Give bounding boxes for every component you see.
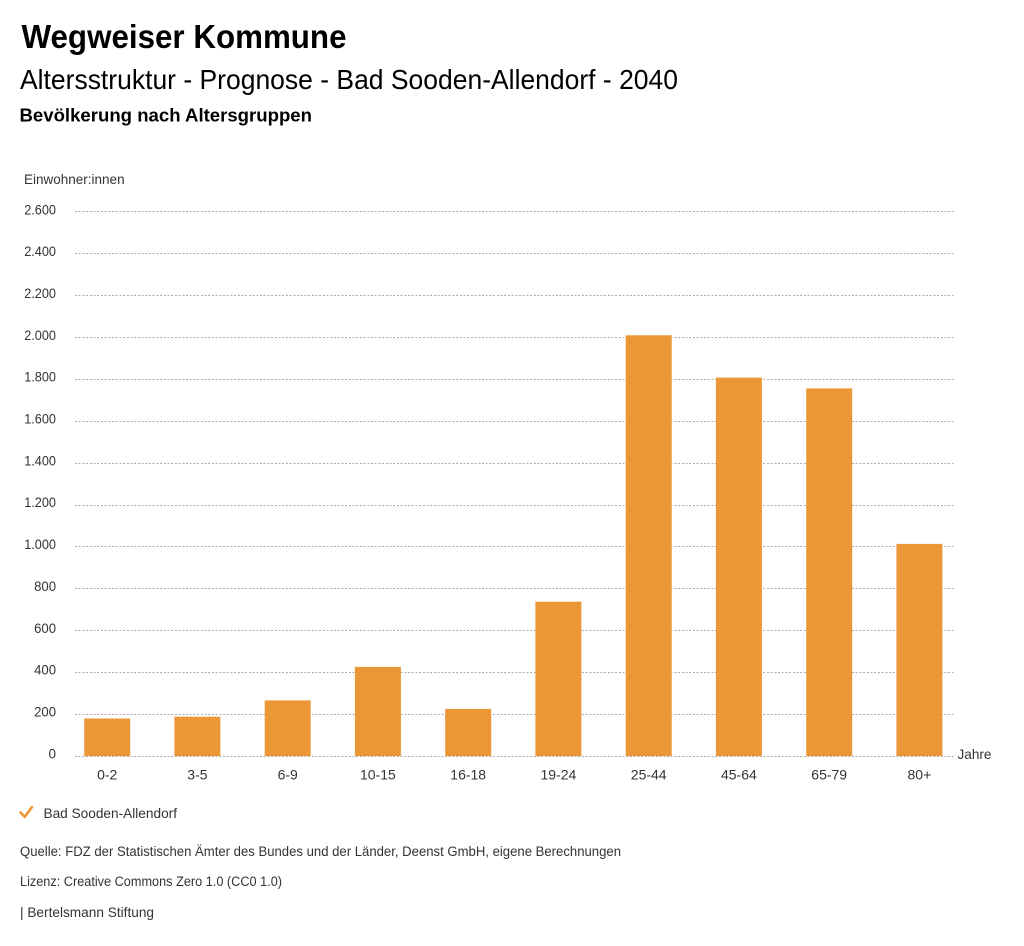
svg-text:Wegweiser Kommune: Wegweiser Kommune [22, 18, 347, 55]
svg-text:2.600: 2.600 [24, 201, 56, 217]
svg-text:0-2: 0-2 [97, 767, 117, 783]
svg-text:Quelle: FDZ der Statistischen: Quelle: FDZ der Statistischen Ämter des … [20, 844, 621, 859]
svg-text:19-24: 19-24 [540, 767, 576, 783]
svg-text:Bevölkerung nach Altersgruppen: Bevölkerung nach Altersgruppen [20, 104, 313, 125]
svg-text:Einwohner:innen: Einwohner:innen [24, 172, 125, 187]
svg-text:Lizenz: Creative Commons Zero: Lizenz: Creative Commons Zero 1.0 (CC0 1… [20, 874, 282, 889]
svg-text:0: 0 [49, 745, 57, 761]
svg-text:10-15: 10-15 [360, 767, 396, 783]
svg-text:16-18: 16-18 [450, 767, 486, 783]
svg-text:1.600: 1.600 [24, 411, 56, 427]
svg-text:Jahre: Jahre [958, 746, 992, 762]
svg-text:200: 200 [34, 704, 56, 720]
svg-text:45-64: 45-64 [721, 767, 757, 783]
svg-text:Altersstruktur - Prognose - Ba: Altersstruktur - Prognose - Bad Sooden-A… [20, 64, 678, 95]
svg-text:| Bertelsmann Stiftung: | Bertelsmann Stiftung [20, 904, 154, 920]
svg-text:3-5: 3-5 [187, 767, 207, 783]
svg-text:2.000: 2.000 [24, 327, 56, 343]
svg-text:1.000: 1.000 [24, 536, 56, 552]
svg-text:1.400: 1.400 [24, 452, 56, 468]
svg-text:1.800: 1.800 [24, 369, 56, 385]
svg-text:25-44: 25-44 [631, 767, 667, 783]
svg-text:65-79: 65-79 [811, 767, 847, 783]
svg-text:6-9: 6-9 [278, 767, 298, 783]
svg-text:2.400: 2.400 [24, 243, 56, 259]
svg-text:80+: 80+ [908, 767, 932, 783]
svg-text:400: 400 [34, 662, 56, 678]
svg-text:Bad Sooden-Allendorf: Bad Sooden-Allendorf [44, 805, 178, 821]
svg-text:1.200: 1.200 [24, 494, 56, 510]
svg-text:800: 800 [34, 578, 56, 594]
svg-text:600: 600 [34, 620, 56, 636]
svg-text:2.200: 2.200 [24, 285, 56, 301]
